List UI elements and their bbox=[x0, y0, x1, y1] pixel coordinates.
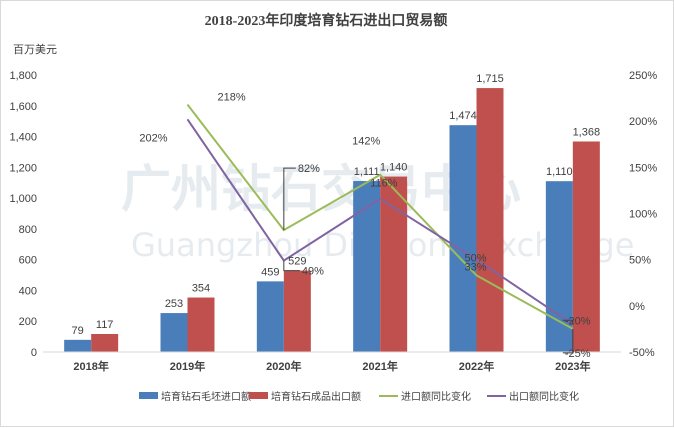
y-tick-label: 0 bbox=[31, 347, 37, 359]
bar bbox=[476, 88, 504, 352]
series-line bbox=[186, 118, 574, 326]
bar bbox=[187, 297, 215, 352]
y2-tick-label: 250% bbox=[629, 70, 657, 82]
y2-tick-label: 50% bbox=[629, 255, 651, 267]
y-tick-label: 1,200 bbox=[9, 162, 37, 174]
y-tick-label: 200 bbox=[19, 316, 37, 328]
leader-line bbox=[562, 328, 574, 354]
line-value-label: -25% bbox=[565, 348, 591, 360]
data-labels: 79 253 459 1,111 1,474 1,110 117 354 529 1,140 1,7… bbox=[72, 73, 601, 360]
x-category-label: 2019年 bbox=[170, 359, 205, 373]
x-category-label: 2023年 bbox=[555, 359, 590, 373]
lines bbox=[186, 103, 574, 330]
x-category-label: 2021年 bbox=[362, 359, 397, 373]
legend-label: 进口额同比变化 bbox=[401, 390, 471, 403]
line-value-label: 50% bbox=[465, 253, 487, 265]
y-axis-ticks: 0 200 400 600 800 1,000 1,200 1,400 1,600 1,800 bbox=[9, 70, 37, 359]
line-value-label: 82% bbox=[298, 163, 320, 175]
legend-label: 出口额同比变化 bbox=[509, 390, 579, 403]
y2-tick-label: 200% bbox=[629, 116, 657, 128]
legend-item: 进口额同比变化 bbox=[379, 390, 471, 403]
x-axis-categories: 2018年 2019年 2020年 2021年 2022年 2023年 bbox=[73, 359, 590, 373]
bar-value-label: 1,474 bbox=[449, 110, 477, 122]
legend-item: 出口额同比变化 bbox=[487, 390, 579, 403]
y2-axis-ticks: -50% 0% 50% 100% 150% 200% 250% bbox=[629, 70, 657, 359]
bar-value-label: 529 bbox=[288, 256, 306, 268]
y2-tick-label: 150% bbox=[629, 162, 657, 174]
y-tick-label: 600 bbox=[19, 255, 37, 267]
line-value-label: 49% bbox=[302, 266, 324, 278]
leader-line bbox=[283, 167, 296, 231]
bar-value-label: 253 bbox=[165, 298, 183, 310]
y-tick-label: 1,400 bbox=[9, 132, 37, 144]
legend-label: 培育钻石成品出口额 bbox=[271, 390, 361, 403]
bar-value-label: 1,368 bbox=[573, 126, 601, 138]
bar-value-label: 1,111 bbox=[354, 166, 380, 178]
bar bbox=[353, 181, 381, 352]
x-category-label: 2020年 bbox=[266, 359, 301, 373]
y2-tick-label: 100% bbox=[629, 209, 657, 221]
legend-item: 培育钻石成品出口额 bbox=[249, 390, 361, 403]
bars bbox=[64, 88, 600, 352]
bar-value-label: 79 bbox=[72, 325, 84, 337]
bar-value-label: 1,110 bbox=[546, 166, 573, 178]
x-category-label: 2022年 bbox=[459, 359, 494, 373]
bar-value-label: 354 bbox=[192, 283, 210, 295]
bar-value-label: 117 bbox=[96, 319, 114, 331]
bar-value-label: 459 bbox=[261, 266, 279, 278]
bar bbox=[64, 339, 92, 352]
legend-swatch bbox=[139, 392, 158, 399]
y-tick-label: 1,600 bbox=[9, 101, 37, 113]
bar bbox=[160, 313, 188, 352]
y-axis-title: 百万美元 bbox=[13, 43, 57, 56]
chart-title: 2018-2023年印度培育钻石进出口贸易额 bbox=[205, 12, 448, 29]
legend-label: 培育钻石毛坯进口额 bbox=[161, 390, 251, 403]
bar bbox=[572, 141, 600, 352]
y2-tick-label: 0% bbox=[629, 301, 645, 313]
bar-value-label: 1,715 bbox=[476, 73, 504, 85]
bar bbox=[91, 333, 119, 352]
line-value-label: 142% bbox=[352, 136, 380, 148]
bar bbox=[380, 176, 408, 352]
bar bbox=[545, 181, 573, 352]
line-value-label: 116% bbox=[370, 178, 398, 190]
series-line bbox=[186, 103, 574, 330]
bar bbox=[256, 281, 284, 352]
y-tick-label: 800 bbox=[19, 224, 37, 236]
y-tick-label: 1,800 bbox=[9, 70, 37, 82]
y-tick-label: 1,000 bbox=[9, 193, 37, 205]
legend-item: 培育钻石毛坯进口额 bbox=[139, 390, 251, 403]
bar-value-label: 1,140 bbox=[380, 162, 408, 174]
x-category-label: 2018年 bbox=[73, 359, 108, 373]
line-value-label: 218% bbox=[218, 92, 246, 104]
legend-swatch bbox=[249, 392, 268, 399]
legend: 培育钻石毛坯进口额 培育钻石成品出口额 进口额同比变化 出口额同比变化 bbox=[139, 390, 579, 403]
line-value-label: 202% bbox=[139, 132, 167, 144]
line-value-label: -20% bbox=[565, 315, 591, 327]
y-tick-label: 400 bbox=[19, 285, 37, 297]
leader-line bbox=[283, 260, 300, 272]
line-value-label: 33% bbox=[465, 261, 487, 273]
y2-tick-label: -50% bbox=[629, 347, 655, 359]
bar bbox=[283, 270, 311, 352]
bar bbox=[449, 125, 477, 352]
leader-line bbox=[562, 319, 574, 325]
